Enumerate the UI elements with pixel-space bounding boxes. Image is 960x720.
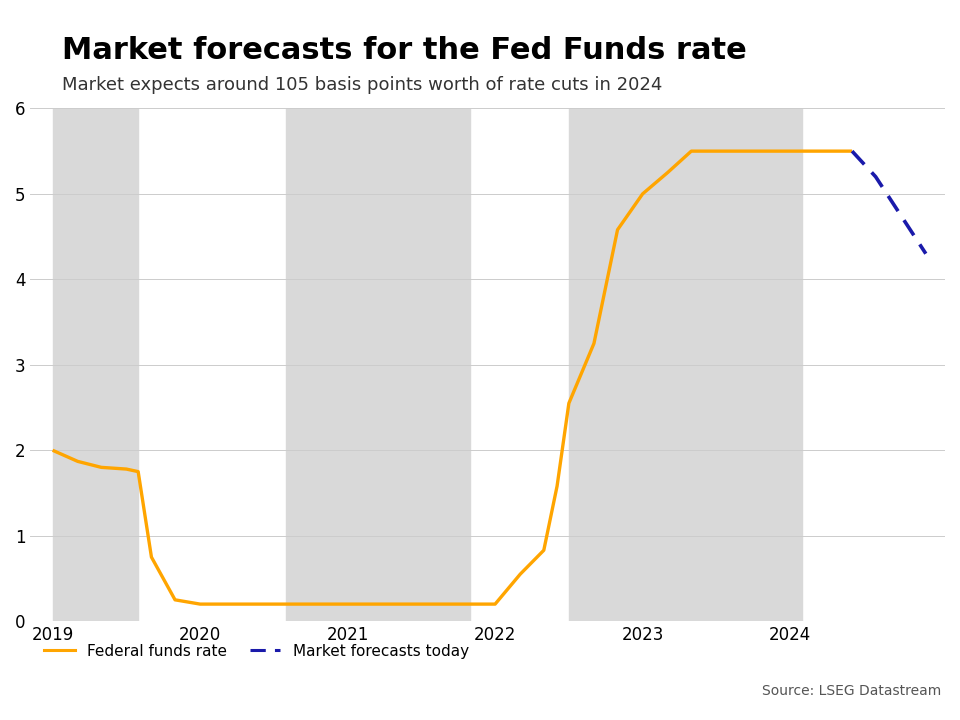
Bar xyxy=(569,109,802,621)
Bar xyxy=(286,109,470,621)
Legend: Federal funds rate, Market forecasts today: Federal funds rate, Market forecasts tod… xyxy=(38,638,475,665)
Text: Source: LSEG Datastream: Source: LSEG Datastream xyxy=(761,685,941,698)
Text: Market expects around 105 basis points worth of rate cuts in 2024: Market expects around 105 basis points w… xyxy=(62,76,662,94)
Text: Market forecasts for the Fed Funds rate: Market forecasts for the Fed Funds rate xyxy=(62,36,747,65)
Bar xyxy=(53,109,138,621)
